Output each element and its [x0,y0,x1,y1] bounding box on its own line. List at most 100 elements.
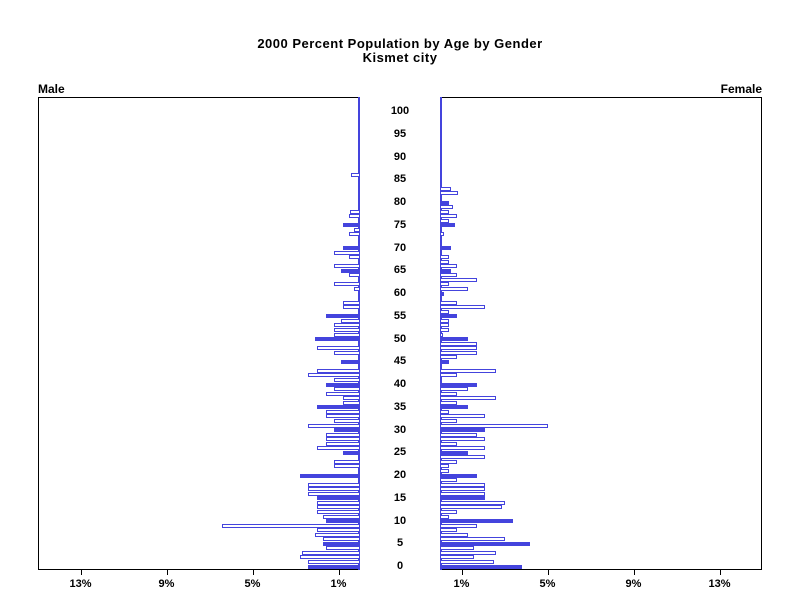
bar-male-age-29 [325,432,360,437]
bar-female-age-36 [440,400,458,405]
bar-male-age-33 [325,414,360,419]
bar-female-age-9 [440,523,477,528]
percent-tick-label-female-5%: 5% [539,578,556,590]
bar-female-age-79 [440,205,453,210]
age-tick-label-95: 95 [393,127,407,140]
age-tick-label-80: 80 [393,196,407,208]
bar-male-age-15 [317,496,360,501]
bar-male-age-3 [301,550,360,555]
age-tick-label-90: 90 [393,150,407,163]
female-plot-area [440,97,762,570]
bar-female-age-6 [440,537,505,542]
bar-male-age-73 [349,232,361,237]
bar-male-age-37 [342,396,360,401]
chart-title-line1: 2000 Percent Population by Age by Gender [257,36,543,51]
bar-female-age-45 [440,359,449,364]
bar-female-age-43 [440,368,496,373]
bar-male-age-78 [350,209,360,214]
bar-male-age-52 [334,327,360,332]
bar-female-age-65 [440,268,451,273]
bar-female-age-38 [440,391,458,396]
bar-female-age-61 [440,286,468,291]
bar-female-age-57 [440,305,486,310]
bar-female-age-83 [440,186,451,191]
male-plot-area [38,97,360,570]
bar-male-age-23 [334,459,360,464]
chart-title-line2: Kismet city [362,50,438,65]
age-tick-label-30: 30 [393,423,407,436]
bar-female-age-29 [440,432,477,437]
bar-female-age-63 [440,277,477,282]
percent-tick-female-13% [719,570,721,575]
bar-male-age-55 [325,314,360,319]
bar-male-age-17 [308,487,360,492]
bar-male-age-20 [299,473,360,478]
age-tick-label-60: 60 [393,287,407,299]
age-tick-label-20: 20 [393,469,407,481]
bar-female-age-12 [440,509,458,514]
age-tick-label-55: 55 [393,309,407,322]
bar-female-age-80 [440,200,449,205]
percent-tick-male-13% [80,570,82,575]
bar-male-age-45 [340,359,360,364]
bar-female-age-15 [440,496,486,501]
bar-male-age-62 [334,282,360,287]
percent-tick-label-male-1%: 1% [330,578,347,590]
age-tick-label-70: 70 [393,241,407,254]
bar-male-age-75 [342,223,360,228]
bar-female-age-55 [440,314,458,319]
bar-male-age-11 [323,514,360,519]
bar-female-age-26 [440,446,486,451]
percent-tick-male-1% [338,570,340,575]
bar-female-age-33 [440,414,486,419]
bar-female-age-67 [440,259,449,264]
age-tick-label-65: 65 [393,264,407,277]
age-tick-label-45: 45 [393,355,407,368]
age-tick-label-75: 75 [393,218,407,231]
bar-female-age-52 [440,327,449,332]
age-tick-label-35: 35 [393,400,407,413]
bar-female-age-7 [440,532,468,537]
bar-male-age-9 [222,523,360,528]
bar-male-age-27 [325,441,360,446]
bar-female-age-56 [440,309,449,314]
bar-female-age-46 [440,355,458,360]
bar-female-age-54 [440,318,449,323]
bar-male-age-57 [342,305,360,310]
percent-tick-female-5% [547,570,549,575]
percent-tick-label-male-13%: 13% [69,578,92,590]
bar-male-age-32 [334,418,360,423]
bar-female-age-50 [440,337,468,341]
bar-female-age-31 [440,423,548,428]
bar-male-age-10 [325,519,360,523]
bar-male-age-40 [325,382,360,387]
bar-male-age-77 [349,214,361,219]
bar-female-age-20 [440,473,477,478]
bar-male-age-41 [334,378,360,382]
bar-female-age-37 [440,396,496,401]
bar-male-age-48 [317,346,360,351]
bar-male-age-70 [342,246,360,250]
bar-female-age-23 [440,459,458,464]
bar-male-age-12 [317,509,360,514]
bar-male-age-39 [334,387,360,392]
bar-female-age-5 [440,541,531,546]
bar-female-age-49 [440,341,477,346]
bar-male-age-47 [334,350,360,355]
bar-female-age-77 [440,214,458,219]
bar-female-age-4 [440,546,475,551]
bar-female-age-62 [440,282,449,287]
bar-male-age-86 [351,173,360,178]
age-tick-label-40: 40 [393,378,407,390]
bar-female-age-3 [440,550,496,555]
age-tick-label-50: 50 [393,332,407,345]
age-tick-label-0: 0 [396,560,404,572]
bar-male-age-2 [299,555,360,560]
bar-female-age-78 [440,209,449,214]
bar-female-age-21 [440,468,449,473]
bar-male-age-4 [325,546,360,551]
bar-male-age-14 [317,500,360,505]
age-tick-label-25: 25 [393,446,407,459]
bar-female-age-27 [440,441,458,446]
bar-male-age-54 [340,318,360,323]
